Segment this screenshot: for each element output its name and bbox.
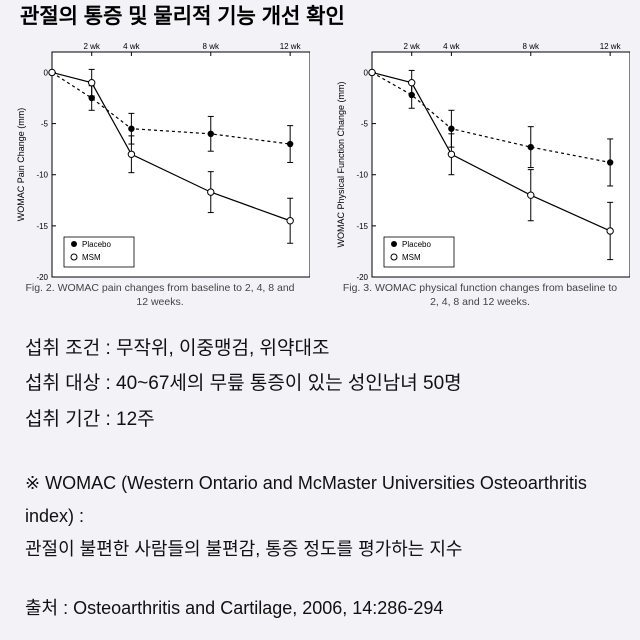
svg-text:12 wk: 12 wk [600,42,622,51]
svg-text:MSM: MSM [402,253,421,262]
svg-text:4 wk: 4 wk [443,42,460,51]
svg-text:2 wk: 2 wk [83,42,100,51]
source-text: 출처 : Osteoarthritis and Cartilage, 2006,… [25,592,615,625]
svg-text:-20: -20 [356,273,368,280]
svg-text:0: 0 [44,68,49,77]
svg-text:Placebo: Placebo [82,240,111,249]
charts-row: -20 -15 -10 -5 0 2 wk 4 wk 8 wk 12 wk WOMAC Pain … [0,40,640,311]
womac-desc: 관절이 불편한 사람들의 불편감, 통증 정도를 평가하는 지수 [25,539,462,559]
function-chart-block: -20 -15 -10 -5 0 2 wk 4 wk 8 wk 12 wk WOMAC Physi… [330,40,630,311]
body-text: 섭취 조건 : 무작위, 이중맹검, 위약대조 섭취 대상 : 40~67세의 … [0,311,640,625]
pain-chart-caption: Fig. 2. WOMAC pain changes from baseline… [10,280,310,311]
svg-text:8 wk: 8 wk [203,42,220,51]
svg-text:-10: -10 [356,171,368,180]
svg-text:WOMAC Pain Change (mm): WOMAC Pain Change (mm) [16,108,26,222]
svg-text:8 wk: 8 wk [523,42,540,51]
svg-text:2 wk: 2 wk [403,42,420,51]
pain-chart-block: -20 -15 -10 -5 0 2 wk 4 wk 8 wk 12 wk WOMAC Pain … [10,40,310,311]
svg-text:4 wk: 4 wk [123,42,140,51]
svg-text:WOMAC Physical Function Change: WOMAC Physical Function Change (mm) [336,81,346,247]
function-chart-caption: Fig. 3. WOMAC physical function changes … [330,280,630,311]
svg-text:12 wk: 12 wk [280,42,302,51]
svg-text:-10: -10 [36,171,48,180]
svg-text:-15: -15 [356,222,368,231]
duration-text: 섭취 기간 : 12주 [25,402,615,437]
svg-text:Placebo: Placebo [402,240,431,249]
page-title: 관절의 통증 및 물리적 기능 개선 확인 [0,0,640,40]
womac-note: ※ WOMAC (Western Ontario and McMaster Un… [25,467,615,567]
condition-text: 섭취 조건 : 무작위, 이중맹검, 위약대조 [25,331,615,366]
svg-text:-15: -15 [36,222,48,231]
function-chart: -20 -15 -10 -5 0 2 wk 4 wk 8 wk 12 wk WOMAC Physi… [330,40,630,280]
subjects-text: 섭취 대상 : 40~67세의 무릎 통증이 있는 성인남녀 50명 [25,366,615,401]
svg-text:MSM: MSM [82,253,101,262]
pain-chart: -20 -15 -10 -5 0 2 wk 4 wk 8 wk 12 wk WOMAC Pain … [10,40,310,280]
svg-text:-20: -20 [36,273,48,280]
svg-text:-5: -5 [41,120,49,129]
womac-label: ※ WOMAC (Western Ontario and McMaster Un… [25,473,587,526]
svg-text:-5: -5 [361,120,369,129]
svg-text:0: 0 [364,68,369,77]
